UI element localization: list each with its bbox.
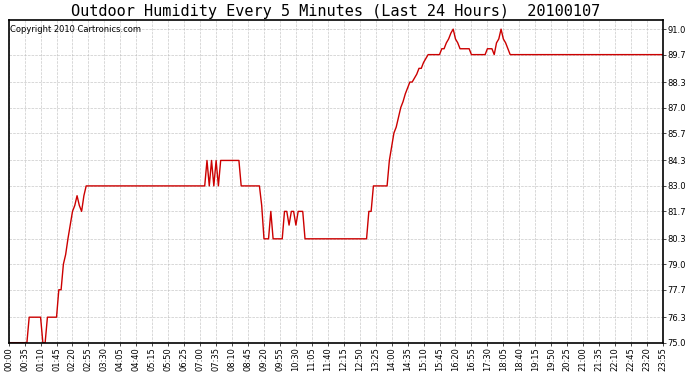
Text: Copyright 2010 Cartronics.com: Copyright 2010 Cartronics.com bbox=[10, 25, 141, 34]
Title: Outdoor Humidity Every 5 Minutes (Last 24 Hours)  20100107: Outdoor Humidity Every 5 Minutes (Last 2… bbox=[71, 4, 600, 19]
